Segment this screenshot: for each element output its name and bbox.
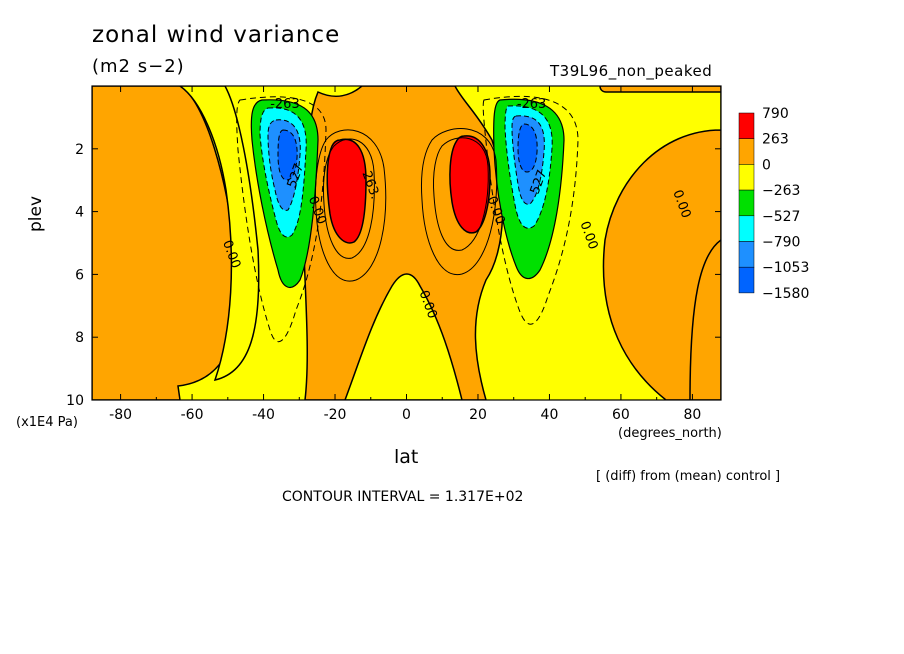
colorbar-swatch xyxy=(738,241,755,268)
south-positive-core xyxy=(326,138,367,244)
colorbar-label: 263 xyxy=(762,132,789,148)
colorbar-swatch xyxy=(738,189,755,217)
colorbar-swatch xyxy=(738,164,755,191)
y-tick-label: 6 xyxy=(75,267,84,283)
y-axis-unit: (x1E4 Pa) xyxy=(16,415,78,430)
colorbar-label: −1580 xyxy=(762,286,809,302)
diff-note: [ (diff) from (mean) control ] xyxy=(596,469,781,484)
colorbar-label: −790 xyxy=(762,235,800,251)
x-tick-label: 0 xyxy=(402,407,411,423)
colorbar-swatch xyxy=(738,266,755,294)
contour-label: -263 xyxy=(517,97,547,112)
north-positive-contour-outer xyxy=(421,128,498,276)
north-negative-core xyxy=(517,123,538,173)
x-axis-unit: (degrees_north) xyxy=(618,426,722,441)
x-tick-label: -40 xyxy=(252,407,275,423)
colorbar: 790 263 0 −263 −527 −790 −1053 −1580 xyxy=(738,106,809,302)
y-tick-label: 4 xyxy=(75,205,84,221)
colorbar-label: 790 xyxy=(762,106,789,122)
south-positive-contour-mid xyxy=(323,138,375,259)
region-north-polar-orange xyxy=(599,86,721,400)
x-tick-label: -60 xyxy=(181,407,204,423)
colorbar-label: −1053 xyxy=(762,260,809,276)
axes-layer: -80 -60 -40 -20 0 20 40 60 80 2 4 6 8 10 xyxy=(66,86,721,423)
x-tick-label: 60 xyxy=(612,407,630,423)
y-tick-label: 10 xyxy=(66,393,84,409)
contour-label: -263 xyxy=(270,97,300,112)
run-label: T39L96_non_peaked xyxy=(550,62,713,80)
chart-title: zonal wind variance xyxy=(92,22,341,48)
contour-interval: CONTOUR INTERVAL = 1.317E+02 xyxy=(282,489,524,505)
x-tick-label: -80 xyxy=(109,407,132,423)
y-tick-label: 2 xyxy=(75,142,84,158)
colorbar-swatch xyxy=(738,138,755,165)
x-tick-label: 40 xyxy=(541,407,559,423)
y-tick-label: 8 xyxy=(75,330,84,346)
north-positive-contour-mid xyxy=(433,137,489,251)
chart-units: (m2 s−2) xyxy=(92,56,185,77)
x-tick-label: -20 xyxy=(324,407,347,423)
colorbar-swatch xyxy=(738,112,755,139)
colorbar-label: 0 xyxy=(762,157,771,173)
x-axis-label: lat xyxy=(394,446,419,468)
x-tick-label: 20 xyxy=(469,407,487,423)
x-tick-label: 80 xyxy=(683,407,701,423)
colorbar-label: −527 xyxy=(762,209,800,225)
south-negative-core xyxy=(277,129,298,181)
region-equatorial-yellow-wedge xyxy=(344,273,463,400)
colorbar-label: −263 xyxy=(762,183,800,199)
north-positive-core xyxy=(449,135,491,234)
colorbar-swatch xyxy=(738,215,755,242)
south-dashed-halo xyxy=(236,96,327,342)
south-positive-contour-outer xyxy=(315,129,387,282)
